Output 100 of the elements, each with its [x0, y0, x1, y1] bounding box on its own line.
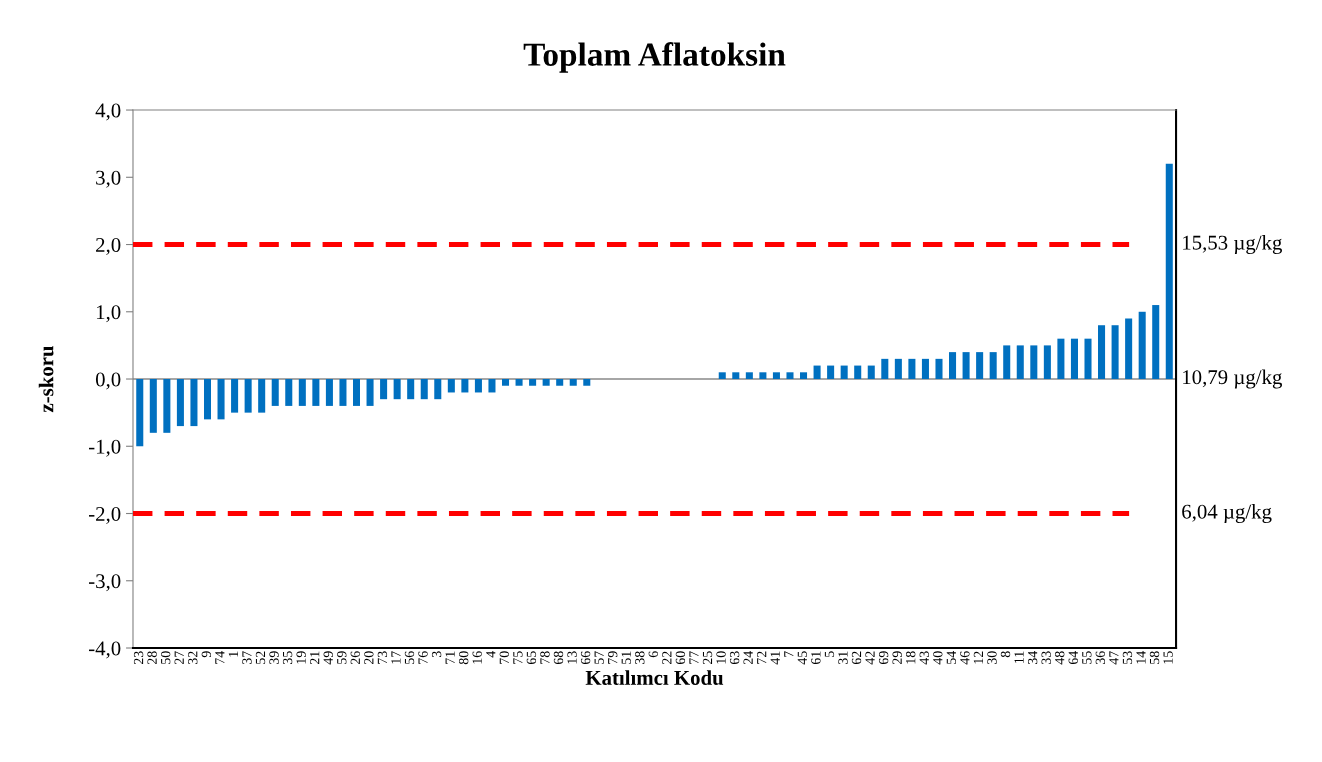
bar: [1125, 318, 1133, 380]
y-axis-title: z-skoru: [38, 346, 54, 413]
x-tick-label: 73: [377, 651, 388, 664]
bar: [1070, 338, 1078, 380]
chart-title: Toplam Aflatoksin: [523, 42, 786, 73]
x-tick-label: 63: [729, 651, 740, 665]
x-tick-label: 32: [188, 651, 198, 665]
x-tick-label: 51: [621, 651, 631, 664]
bar: [556, 379, 564, 386]
bar: [244, 379, 252, 413]
bar: [515, 379, 523, 386]
bar: [1043, 345, 1051, 380]
x-tick-label: 61: [811, 651, 821, 665]
x-tick-label: 69: [878, 651, 889, 665]
x-tick-label: 23: [133, 651, 144, 665]
x-tick-label: 76: [418, 651, 428, 664]
bar: [420, 379, 428, 400]
bar: [366, 379, 374, 406]
bar: [800, 372, 808, 380]
x-tick-label: 36: [1095, 651, 1106, 665]
x-tick-label: 53: [1122, 651, 1133, 664]
x-tick-label: 42: [865, 651, 875, 665]
x-tick-label: 77: [689, 651, 699, 664]
x-tick-label: 17: [391, 651, 401, 664]
bar: [840, 365, 848, 380]
x-tick-label: 62: [851, 651, 862, 665]
bar: [380, 379, 388, 400]
x-tick-label: 29: [892, 651, 902, 665]
bar: [908, 358, 916, 380]
bar: [772, 372, 780, 380]
x-tick-label: 1: [228, 651, 238, 657]
bar: [583, 379, 591, 386]
x-tick-label: 52: [255, 651, 266, 664]
bar: [1016, 345, 1024, 380]
bar: [989, 352, 997, 380]
bar: [786, 372, 794, 380]
x-tick-label: 8: [1000, 651, 1011, 658]
bar: [1152, 305, 1160, 380]
y-tick-label: -2,0: [88, 506, 121, 524]
x-tick-label: 72: [757, 651, 767, 664]
bar: [217, 379, 225, 420]
x-tick-label: 22: [662, 651, 672, 665]
x-tick-label: 31: [838, 651, 848, 665]
bar: [1165, 163, 1173, 380]
bar: [258, 379, 266, 413]
x-tick-label: 39: [269, 651, 279, 665]
x-tick-label: 41: [770, 651, 780, 665]
bar: [447, 379, 455, 393]
x-tick-label: 55: [1082, 651, 1092, 664]
x-tick-label: 27: [174, 651, 184, 665]
x-tick-label: 9: [201, 651, 211, 658]
x-tick-label: 30: [987, 651, 997, 665]
bar: [569, 379, 577, 386]
y-tick-label: -1,0: [88, 439, 121, 457]
bar: [1030, 345, 1038, 380]
bar: [488, 379, 496, 393]
bar: [881, 358, 889, 380]
bar: [854, 365, 862, 380]
bar: [312, 379, 320, 406]
bar: [867, 365, 875, 380]
x-tick-label: 70: [499, 651, 509, 664]
bar: [271, 379, 279, 406]
bar: [935, 358, 943, 380]
x-tick-label: 66: [580, 651, 591, 665]
x-tick-label: 24: [743, 651, 753, 665]
x-tick-label: 6: [648, 651, 658, 658]
bar: [461, 379, 469, 393]
x-tick-label: 45: [797, 651, 808, 665]
x-tick-label: 28: [147, 651, 157, 665]
x-tick-label: 10: [716, 651, 726, 664]
bar: [339, 379, 347, 406]
bar: [1084, 338, 1092, 380]
bar: [163, 379, 171, 433]
ref-line-label: 6,04 µg/kg: [1182, 504, 1272, 523]
bar: [1138, 311, 1146, 380]
x-tick-label: 26: [350, 651, 360, 665]
bar: [176, 379, 184, 427]
y-tick-label: -4,0: [88, 641, 121, 659]
x-tick-label: 58: [1149, 651, 1160, 664]
bar: [813, 365, 821, 380]
bar: [1003, 345, 1011, 380]
x-tick-label: 16: [472, 651, 482, 664]
bar: [501, 379, 510, 386]
bar: [962, 352, 970, 380]
y-tick-label: 3,0: [96, 170, 121, 188]
bar: [434, 379, 442, 400]
bar: [136, 379, 144, 447]
bar: [949, 352, 957, 380]
x-tick-label: 3: [431, 651, 442, 658]
bar: [407, 379, 415, 400]
bar: [529, 379, 537, 386]
x-tick-label: 19: [296, 651, 306, 664]
x-tick-label: 50: [160, 651, 171, 664]
bar: [203, 379, 212, 420]
bar: [718, 372, 726, 380]
x-tick-label: 60: [675, 651, 686, 665]
x-tick-label: 65: [526, 651, 537, 665]
x-tick-label: 14: [1136, 651, 1146, 664]
bar: [298, 379, 306, 406]
x-tick-label: 54: [946, 651, 957, 664]
